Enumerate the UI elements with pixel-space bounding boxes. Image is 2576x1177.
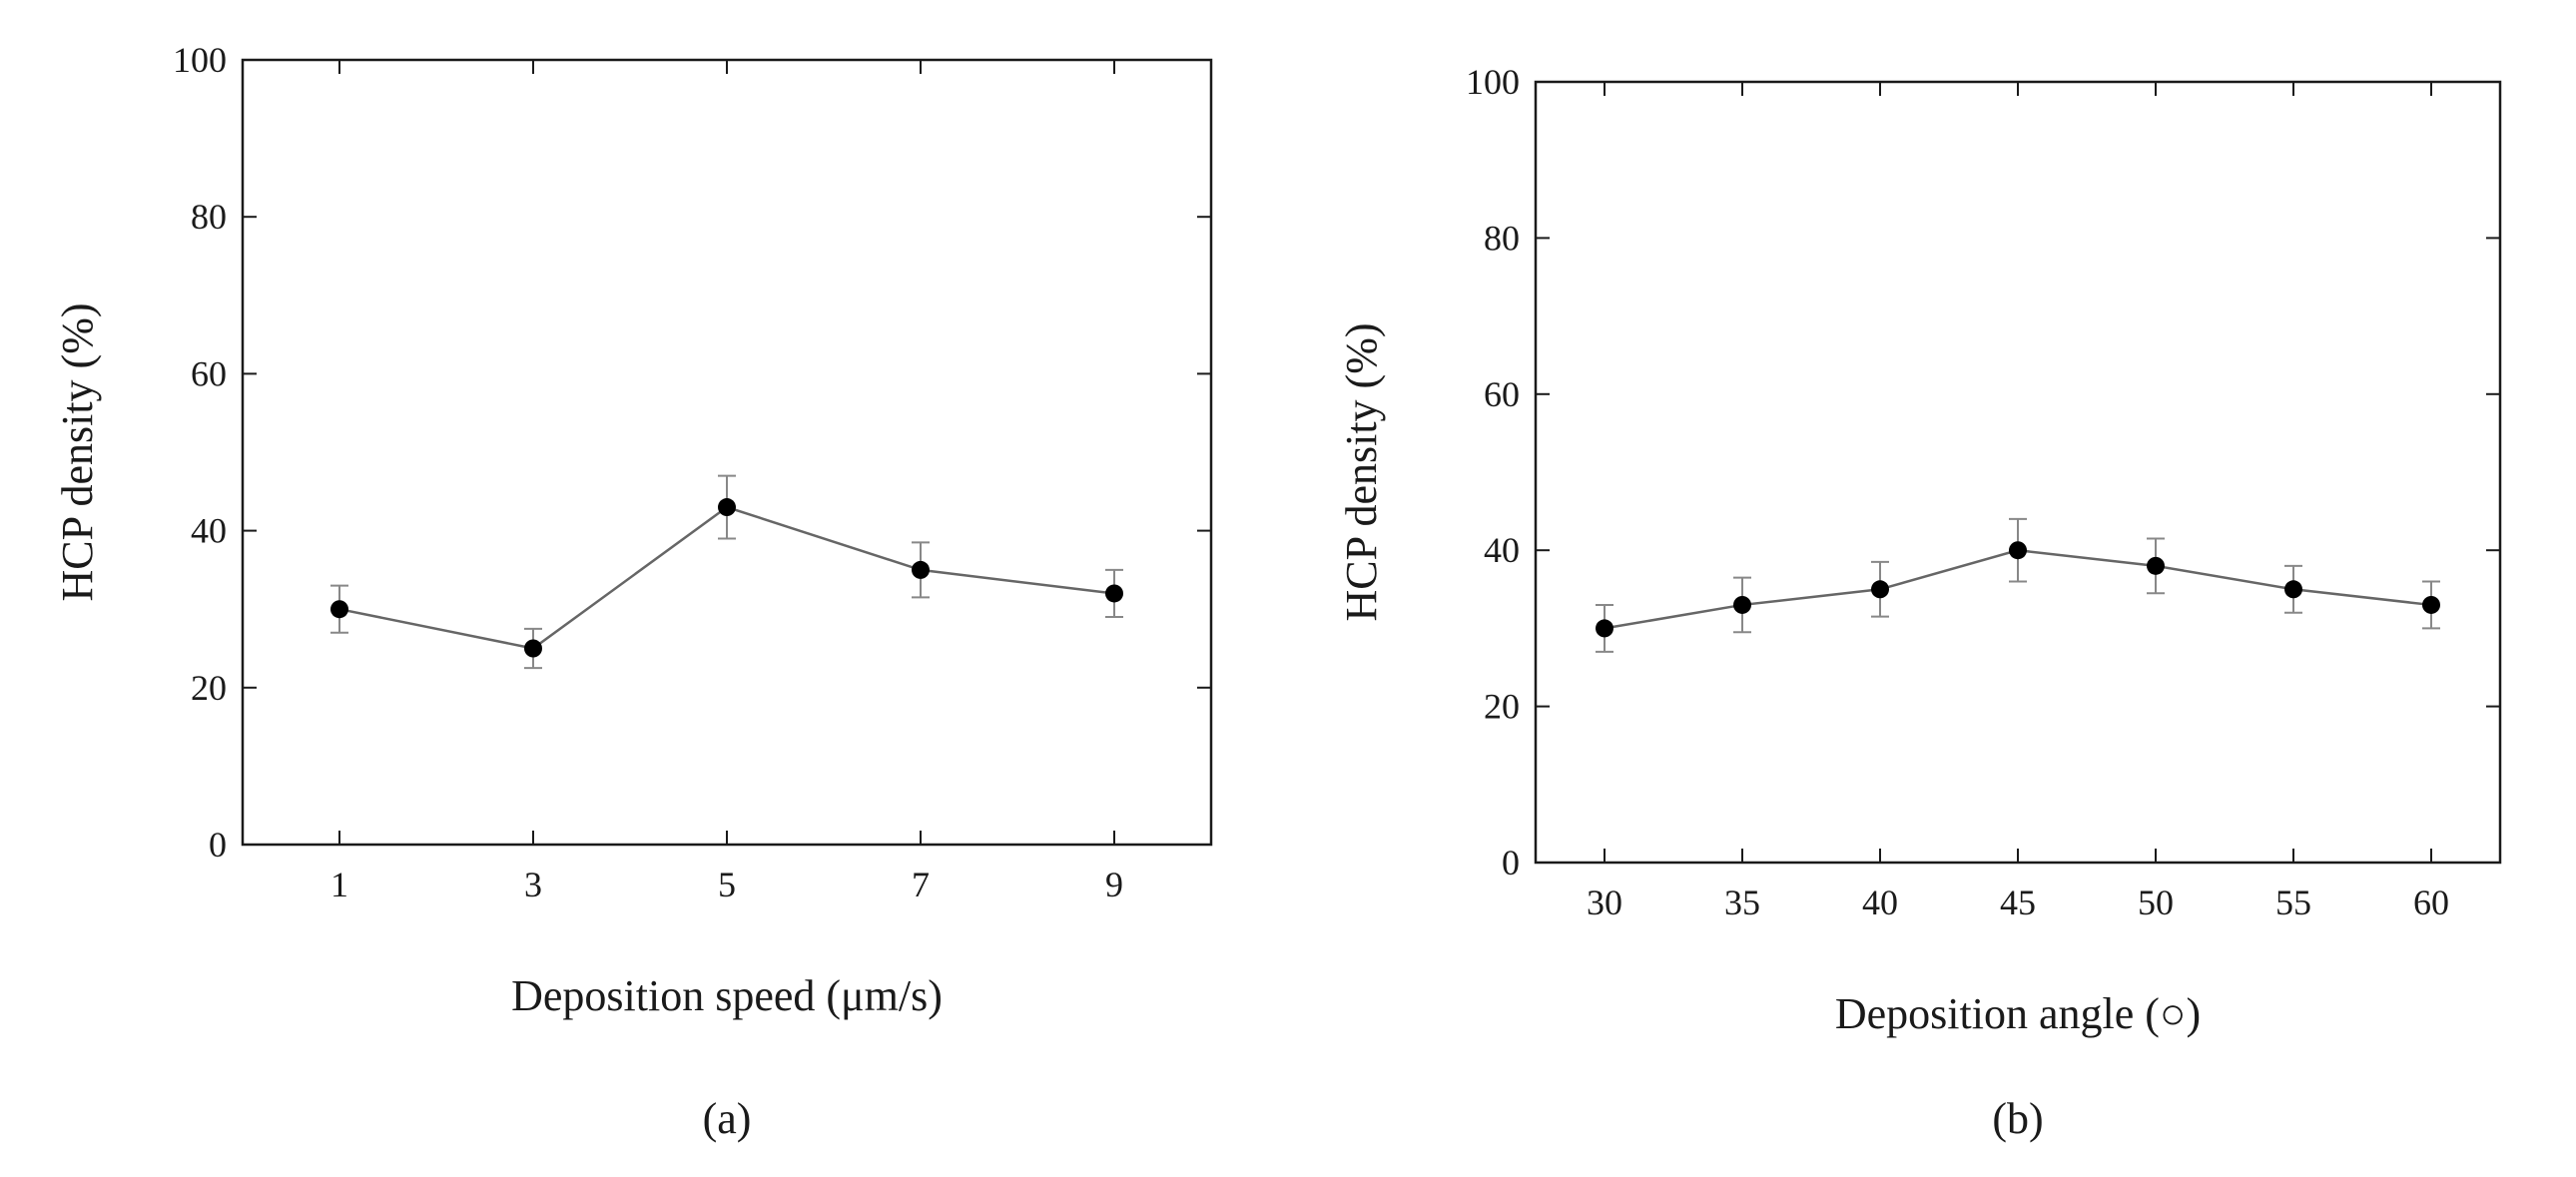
panel-label: (b) — [1992, 1094, 2043, 1143]
plot-frame — [1534, 80, 2502, 865]
panel-label: (a) — [703, 1094, 752, 1143]
data-point — [330, 600, 348, 619]
x-tick-label: 50 — [2138, 883, 2174, 922]
data-point — [912, 560, 930, 579]
plot-frame — [241, 58, 1213, 847]
y-tick-label: 20 — [1484, 687, 1520, 727]
chart-panel-a: 0 20 40 60 80 100 1 3 5 7 9 Deposition speed (μm/s)… — [53, 40, 1213, 1143]
y-axis-title: HCP density (%) — [53, 302, 102, 601]
y-tick-label: 100 — [1466, 62, 1520, 102]
data-point — [524, 639, 542, 658]
x-tick-label: 45 — [2000, 883, 2036, 922]
y-tick-label: 60 — [191, 353, 227, 393]
data-point — [718, 498, 736, 517]
y-tick-label: 80 — [191, 197, 227, 237]
x-tick-label: 3 — [524, 865, 542, 904]
data-point — [2009, 541, 2027, 560]
x-tick-label: 9 — [1105, 865, 1123, 904]
y-tick-label: 100 — [173, 40, 227, 80]
x-tick-label: 60 — [2413, 883, 2449, 922]
y-tick-label: 40 — [191, 511, 227, 551]
data-point — [2147, 556, 2165, 575]
data-point — [2284, 580, 2302, 599]
data-point — [1871, 580, 1889, 599]
y-tick-label: 80 — [1484, 218, 1520, 258]
y-tick-label: 60 — [1484, 374, 1520, 414]
x-tick-label: 7 — [912, 865, 930, 904]
data-point — [2422, 595, 2440, 614]
data-point — [1596, 619, 1613, 638]
x-tick-label: 40 — [1862, 883, 1898, 922]
chart-panel-b: 0 20 40 60 80 100 30 35 40 45 50 55 60 Deposition ang… — [1337, 62, 2502, 1143]
x-tick-label: 35 — [1724, 883, 1760, 922]
y-axis-title: HCP density (%) — [1337, 322, 1386, 621]
x-tick-label: 55 — [2275, 883, 2311, 922]
x-tick-label: 1 — [330, 865, 348, 904]
x-tick-label: 5 — [718, 865, 736, 904]
data-point — [1733, 595, 1751, 614]
y-tick-label: 0 — [1502, 843, 1520, 883]
x-axis-title: Deposition speed (μm/s) — [511, 971, 943, 1020]
y-tick-label: 0 — [209, 825, 227, 865]
x-axis-title: Deposition angle (○) — [1835, 989, 2201, 1038]
x-tick-label: 30 — [1587, 883, 1622, 922]
data-point — [1105, 584, 1123, 603]
y-tick-label: 20 — [191, 668, 227, 708]
y-tick-label: 40 — [1484, 530, 1520, 570]
